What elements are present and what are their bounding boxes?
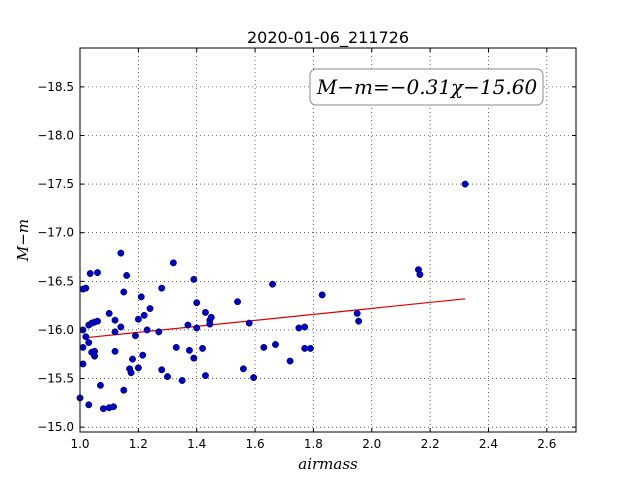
data-point [120,288,128,296]
data-point [190,275,198,283]
data-point [140,311,148,319]
x-tick-label: 2.0 [362,437,381,451]
data-point [164,373,171,381]
data-point [295,324,303,332]
data-point [82,284,90,292]
data-point [96,381,104,389]
data-point [318,291,326,299]
data-point [416,271,424,278]
data-point [239,365,247,373]
data-point [250,374,258,382]
y-tick-label: −17.5 [37,177,74,191]
data-point [202,308,209,316]
data-point [260,343,268,351]
y-tick-label: −15.5 [37,372,74,386]
data-points [76,180,469,413]
x-tick-label: 1.6 [246,437,265,451]
annotation-box [309,68,544,106]
data-point [158,366,166,374]
data-point [79,343,87,351]
annotation-text: M−m=−0.31χ−15.60 [316,75,538,99]
data-point [111,316,119,324]
data-point [178,377,186,384]
data-point [117,249,125,257]
data-point [131,332,139,340]
data-point [105,309,113,317]
data-point [245,319,253,327]
data-point [134,315,142,323]
data-point [110,403,118,411]
data-point [269,280,277,288]
data-point [82,333,90,341]
data-point [85,339,93,347]
data-point [117,323,125,331]
y-tick-label: −16.0 [37,323,74,337]
axis-ticks [79,48,576,432]
data-point [272,341,279,348]
data-point [127,369,135,377]
data-point [85,401,93,409]
y-tick-labels: −15.0 −15.5 −16.0 −16.5 −17.0 −17.5 −18.0 −18.5 [37,80,74,434]
data-point [111,347,119,355]
chart-title: 2020-01-06_211726 [247,28,409,48]
data-point [301,323,309,331]
y-tick-label: −15.0 [37,420,74,434]
fit-annotation: M−m=−0.31χ−15.60 [309,68,544,106]
data-point [139,351,147,359]
data-point [461,180,469,188]
data-point [190,354,198,362]
x-tick-label: 1.2 [129,437,148,451]
x-tick-label: 1.4 [187,437,206,451]
data-point [193,324,201,332]
data-point [307,344,314,352]
y-axis-label: M−m [14,219,32,262]
data-point [301,344,309,352]
data-point [353,309,361,317]
data-point [286,357,294,365]
data-point [172,343,180,351]
y-tick-label: −18.5 [37,80,74,94]
x-tick-label: 2.2 [421,437,440,451]
data-point [86,270,94,277]
data-point [123,272,131,279]
x-tick-label: 2.6 [537,437,556,451]
plot-area [80,48,576,432]
data-point [207,313,215,321]
data-point [79,360,87,368]
data-point [129,355,136,363]
data-point [94,269,101,277]
x-tick-label: 1.8 [304,437,323,451]
data-point [184,321,192,329]
data-point [169,259,177,267]
data-point [91,347,99,355]
data-point [99,405,107,413]
data-point [185,346,193,354]
data-point [146,305,154,312]
y-tick-label: −16.5 [37,274,74,288]
data-point [202,372,209,380]
x-tick-label: 1.0 [70,437,89,451]
data-point [134,364,142,372]
data-point [111,328,119,336]
plot-frame [79,47,577,433]
data-point [158,284,166,292]
data-point [355,317,363,325]
data-point [94,317,101,325]
data-point [193,299,201,307]
data-point [120,386,128,394]
data-point [143,326,151,334]
data-point [199,344,206,352]
data-point [155,328,163,336]
data-point [234,298,242,306]
data-point [137,293,145,301]
x-tick-labels: 1.0 1.2 1.4 1.6 1.8 2.0 2.2 2.4 2.6 [70,437,556,451]
y-tick-label: −17.0 [37,226,74,240]
y-tick-label: −18.0 [37,128,74,142]
x-axis-label: airmass [298,455,358,473]
x-tick-label: 2.4 [479,437,498,451]
